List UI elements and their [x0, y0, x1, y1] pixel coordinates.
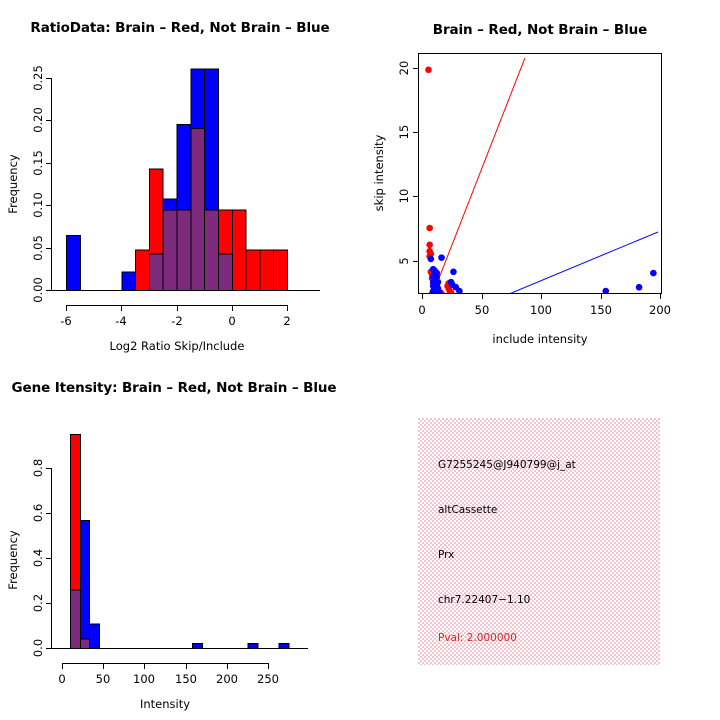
scatter-y-tick-label-3: 20 — [397, 61, 411, 76]
histogram-bar-overlap — [80, 638, 91, 650]
gene-bar-group — [70, 433, 290, 650]
ratio-x-tick-label-1: -4 — [115, 314, 126, 328]
histogram-bar — [259, 249, 275, 292]
scatter-x-tick-label-3: 150 — [590, 303, 612, 317]
scatter-point — [427, 255, 435, 263]
ratio-histogram-svg: 0.00 0.05 0.10 0.15 0.20 0.25 -6 -4 -2 0… — [6, 65, 320, 353]
ratio-x-tick-label-4: 2 — [283, 314, 290, 328]
scatter-point — [650, 269, 657, 277]
scatter-y-axis-title: skip intensity — [372, 134, 386, 211]
reference-line — [510, 231, 659, 293]
pval-label: Pval: 2.000000 — [438, 632, 517, 644]
gene-y-tick-label-3: 0.6 — [31, 504, 45, 522]
gene-x-tick-label-4: 200 — [216, 672, 238, 686]
gene-x-tick-label-0: 0 — [58, 672, 65, 686]
scatter-reference-lines — [432, 58, 659, 293]
annotation-box: G7255245@J940799@j_at altCassette Prx ch… — [418, 418, 660, 665]
gene-y-tick-label-4: 0.8 — [31, 459, 45, 477]
gene-intensity-panel: Gene Itensity: Brain – Red, Not Brain – … — [0, 360, 360, 720]
histogram-bar-overlap — [217, 253, 233, 291]
histogram-bar — [121, 271, 137, 291]
scatter-x-axis-title: include intensity — [492, 332, 587, 346]
ratio-y-axis-title: Frequency — [6, 154, 20, 214]
scatter-point — [602, 287, 610, 293]
scatter-plot-box — [418, 53, 662, 294]
histogram-bar — [135, 249, 150, 292]
scatter-y-tick-label-2: 15 — [397, 125, 411, 140]
scatter-x-tick-label-2: 100 — [530, 303, 552, 317]
gene-x-axis-title: Intensity — [140, 697, 190, 711]
histogram-bar — [192, 643, 204, 649]
histogram-bar-overlap — [148, 253, 164, 291]
scatter-point — [426, 224, 433, 232]
scatter-x-tick-label-4: 200 — [649, 303, 671, 317]
scatter-point — [452, 283, 460, 291]
histogram-bar — [66, 234, 81, 292]
ratio-y-tick-label-4: 0.20 — [31, 107, 45, 133]
ratio-histogram-panel: RatioData: Brain – Red, Not Brain – Blue… — [0, 0, 360, 360]
scatter-x-tick-label-1: 50 — [475, 303, 490, 317]
event-type-label: altCassette — [438, 504, 498, 516]
scatter-y-tick-label-0: 5 — [397, 257, 411, 264]
histogram-bar-overlap — [190, 128, 206, 291]
probe-id-label: G7255245@J940799@j_at — [438, 459, 576, 471]
gene-symbol-label: Prx — [438, 549, 455, 561]
histogram-bar-overlap — [176, 209, 192, 291]
ratio-y-tick-label-3: 0.15 — [31, 150, 45, 176]
ratio-x-tick-label-3: 0 — [228, 314, 235, 328]
ratio-x-tick-label-2: -2 — [171, 314, 182, 328]
histogram-bar — [89, 623, 101, 650]
scatter-panel: Brain – Red, Not Brain – Blue 20 15 10 5… — [360, 0, 720, 360]
gene-y-tick-label-2: 0.4 — [31, 549, 45, 567]
scatter-point — [432, 291, 439, 293]
ratio-y-tick-label-5: 0.25 — [31, 65, 45, 91]
reference-line — [432, 58, 526, 293]
ratio-panel-title: RatioData: Brain – Red, Not Brain – Blue — [30, 20, 330, 36]
scatter-panel-title: Brain – Red, Not Brain – Blue — [432, 22, 648, 38]
ratio-y-tick-label-1: 0.05 — [31, 235, 45, 261]
ratio-y-tick-label-0: 0.00 — [31, 277, 45, 303]
histogram-bar — [231, 209, 247, 291]
ratio-x-tick-label-0: -6 — [60, 314, 71, 328]
histogram-bar — [247, 643, 259, 649]
gene-y-tick-label-0: 0.0 — [31, 639, 45, 657]
histogram-bar — [245, 249, 261, 292]
scatter-point — [426, 241, 433, 249]
ratio-bar-group — [66, 68, 288, 292]
gene-histogram-svg: 0.0 0.2 0.4 0.6 0.8 0 50 100 150 200 250… — [6, 433, 308, 711]
histogram-bar — [80, 520, 91, 649]
histogram-bar — [278, 643, 290, 649]
gene-y-tick-label-1: 0.2 — [31, 594, 45, 612]
histogram-bar-overlap — [162, 209, 178, 291]
gene-x-tick-label-3: 150 — [175, 672, 197, 686]
scatter-point — [450, 268, 457, 276]
ratio-y-tick-label-2: 0.10 — [31, 192, 45, 218]
gene-x-tick-label-1: 50 — [96, 672, 111, 686]
gene-x-tick-label-2: 100 — [133, 672, 155, 686]
histogram-bar-overlap — [70, 589, 82, 649]
scatter-svg: 20 15 10 5 0 50 100 150 200 include inte… — [372, 53, 671, 346]
gene-panel-title: Gene Itensity: Brain – Red, Not Brain – … — [11, 380, 337, 396]
locus-label: chr7.22407−1.10 — [438, 594, 531, 606]
gene-x-tick-label-5: 250 — [257, 672, 279, 686]
scatter-x-tick-label-0: 0 — [418, 303, 425, 317]
histogram-bar — [273, 249, 288, 292]
scatter-y-tick-label-1: 10 — [397, 189, 411, 204]
ratio-x-axis-title: Log2 Ratio Skip/Include — [110, 339, 245, 353]
annotation-panel: G7255245@J940799@j_at altCassette Prx ch… — [360, 360, 720, 720]
histogram-bar-overlap — [204, 209, 219, 291]
scatter-point — [438, 254, 445, 261]
gene-y-axis-title: Frequency — [6, 530, 20, 590]
scatter-point — [635, 283, 643, 291]
scatter-point — [447, 289, 455, 293]
scatter-point-group — [425, 66, 657, 293]
scatter-point — [425, 66, 432, 74]
